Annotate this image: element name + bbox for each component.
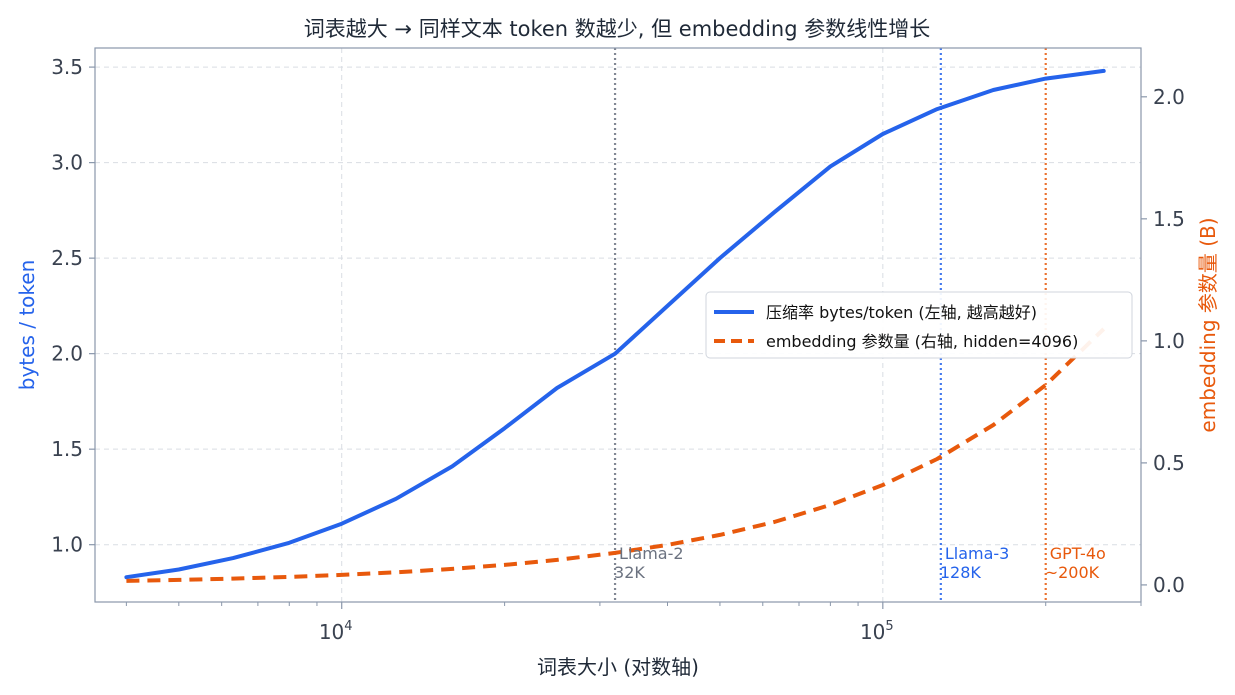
annotation-label-llama3: Llama-3 — [945, 544, 1010, 563]
annotation-sub-llama3: 128K — [940, 563, 982, 582]
grid — [95, 48, 1141, 602]
legend-label-compression: 压缩率 bytes/token (左轴, 越高越好) — [766, 303, 1037, 322]
x-tick-label: 105 — [860, 619, 894, 644]
y-right-tick-label: 1.5 — [1153, 207, 1185, 231]
x-axis-label: 词表大小 (对数轴) — [537, 655, 699, 679]
y-left-tick-label: 1.5 — [51, 437, 83, 461]
y-axis-right-label: embedding 参数量 (B) — [1196, 217, 1220, 432]
x-tick-label: 104 — [319, 619, 353, 644]
legend-box — [705, 291, 1133, 359]
x-axis-ticks: 104 105 — [125, 602, 1142, 644]
y-axis-left-ticks: 1.0 1.5 2.0 2.5 3.0 3.5 — [51, 55, 95, 557]
y-right-tick-label: 2.0 — [1153, 85, 1185, 109]
annotation-label-gpt4o: GPT-4o — [1050, 544, 1106, 563]
annotation-sub-llama2: 32K — [614, 563, 645, 582]
series-lines — [124, 68, 1106, 583]
plot-frame — [94, 47, 1142, 603]
y-right-tick-label: 0.0 — [1153, 573, 1185, 597]
annotation-sub-gpt4o: ~200K — [1045, 563, 1100, 582]
annotation-label-llama2: Llama-2 — [619, 544, 684, 563]
y-left-tick-label: 3.0 — [51, 151, 83, 175]
y-left-tick-label: 2.5 — [51, 246, 83, 270]
y-left-tick-label: 2.0 — [51, 342, 83, 366]
y-left-tick-label: 3.5 — [51, 55, 83, 79]
series-line-compression — [124, 68, 1106, 580]
y-left-tick-label: 1.0 — [51, 533, 83, 557]
y-axis-left-label: bytes / token — [15, 260, 39, 390]
y-right-tick-label: 1.0 — [1153, 329, 1185, 353]
legend: 压缩率 bytes/token (左轴, 越高越好) embedding 参数量… — [705, 291, 1133, 359]
y-right-tick-label: 0.5 — [1153, 451, 1185, 475]
series-line-embedding — [126, 327, 1106, 583]
y-axis-right-ticks: 0.0 0.5 1.0 1.5 2.0 — [1141, 85, 1185, 597]
legend-label-embedding: embedding 参数量 (右轴, hidden=4096) — [766, 332, 1078, 351]
chart-title: 词表越大 → 同样文本 token 数越少, 但 embedding 参数线性增… — [304, 17, 930, 41]
